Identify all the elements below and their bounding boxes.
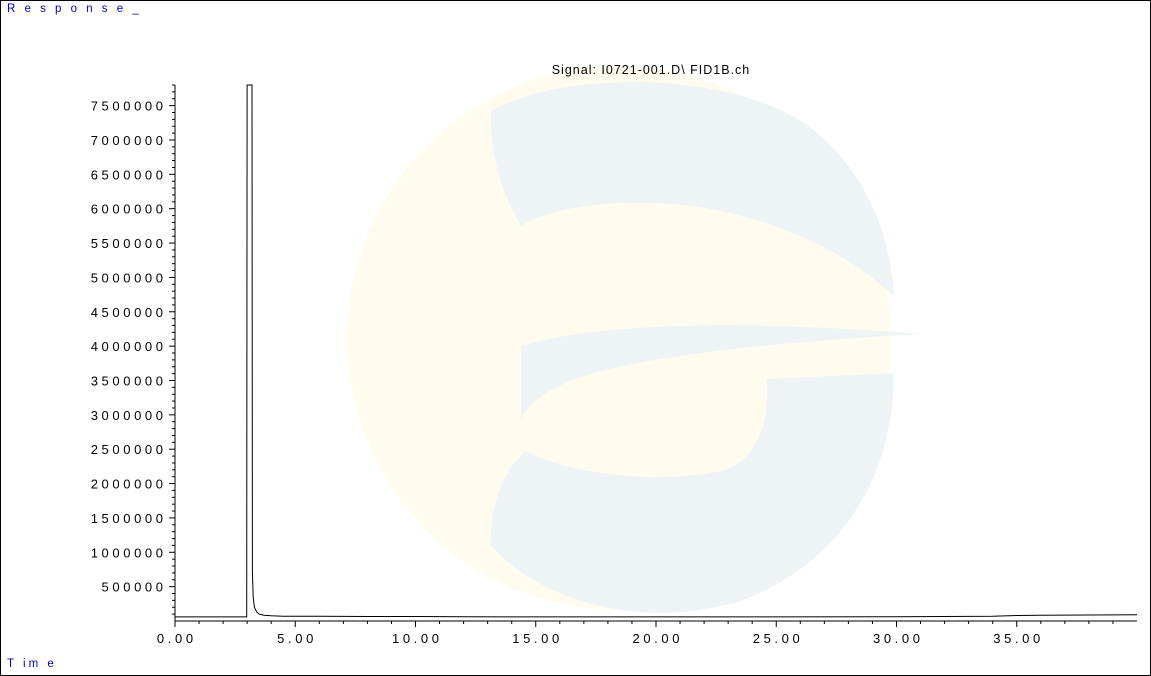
y-tick-label: 6 0 0 0 0 0 0 [91,202,163,217]
y-tick-label: 5 0 0 0 0 0 [102,580,163,595]
x-tick-label: 3 0 . 0 0 [873,631,920,646]
x-tick-label: 2 5 . 0 0 [753,631,800,646]
x-tick-label: 0 . 0 0 [157,631,193,646]
y-tick-label: 4 0 0 0 0 0 0 [91,339,163,354]
y-tick-label: 7 5 0 0 0 0 0 [91,99,163,114]
watermark-logo [347,66,921,613]
x-tick-label: 3 5 . 0 0 [993,631,1040,646]
watermark-wedge [521,325,921,421]
y-tick-label: 7 0 0 0 0 0 0 [91,133,163,148]
x-tick-label: 1 5 . 0 0 [512,631,559,646]
y-tick-label: 4 5 0 0 0 0 0 [91,305,163,320]
x-tick-label: 1 0 . 0 0 [392,631,439,646]
x-tick-label: 2 0 . 0 0 [633,631,680,646]
watermark-lower-arc [490,373,894,613]
chart-title: Signal: I0721-001.D\ FID1B.ch [552,63,751,77]
x-axis-ticks: 0 . 0 0 5 . 0 0 1 0 . 0 0 1 5 . 0 0 2 0 . 0 … [157,621,1114,646]
y-tick-label: 2 0 0 0 0 0 0 [91,477,163,492]
x-axis-label: T im e [7,658,57,670]
y-tick-label: 3 0 0 0 0 0 0 [91,408,163,423]
y-axis-label: R e s p o n s e _ [7,3,142,15]
y-tick-label: 6 5 0 0 0 0 0 [91,167,163,182]
x-tick-label: 5 . 0 0 [277,631,313,646]
y-tick-label: 2 5 0 0 0 0 0 [91,442,163,457]
y-tick-label: 1 0 0 0 0 0 0 [91,545,163,560]
signal-trace [175,84,1138,618]
y-tick-label: 5 0 0 0 0 0 0 [91,270,163,285]
y-tick-label: 5 5 0 0 0 0 0 [91,236,163,251]
watermark-upper-arc [490,82,894,296]
y-axis-ticks: 5 0 0 0 0 0 1 0 0 0 0 0 0 1 5 0 0 0 0 0 2 0… [91,84,175,615]
y-tick-label: 3 5 0 0 0 0 0 [91,373,163,388]
y-tick-label: 1 5 0 0 0 0 0 [91,511,163,526]
